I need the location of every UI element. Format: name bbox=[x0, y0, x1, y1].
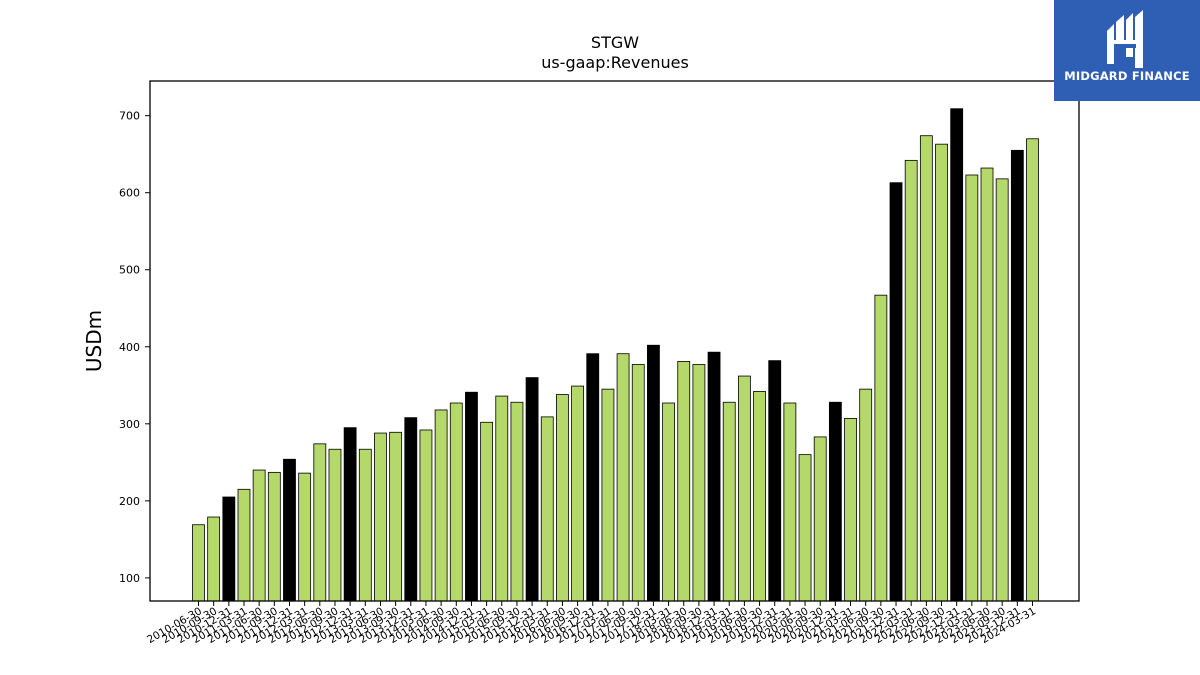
bar bbox=[586, 353, 600, 602]
bar bbox=[889, 182, 903, 602]
bar bbox=[1026, 138, 1039, 602]
bar bbox=[813, 436, 827, 602]
bar bbox=[192, 524, 205, 602]
bar bbox=[283, 458, 296, 602]
bar bbox=[768, 360, 782, 602]
bar bbox=[677, 361, 691, 602]
chart-title: STGW bbox=[591, 33, 639, 52]
bar bbox=[222, 496, 236, 602]
bar bbox=[647, 344, 660, 602]
bar bbox=[434, 409, 448, 602]
bar bbox=[692, 364, 706, 602]
logo-text: MIDGARD FINANCE bbox=[1064, 69, 1190, 83]
bar bbox=[313, 443, 327, 602]
y-tick-label: 400 bbox=[119, 341, 140, 354]
bar bbox=[1010, 149, 1024, 602]
bar bbox=[950, 108, 964, 602]
bars bbox=[192, 108, 1039, 602]
midgard-logo: MIDGARD FINANCE bbox=[1054, 0, 1200, 101]
bar bbox=[737, 375, 751, 602]
x-axis: 2010-06-302010-09-302010-12-312011-03-31… bbox=[145, 601, 1038, 646]
bar bbox=[904, 159, 918, 602]
bar bbox=[328, 448, 342, 602]
bar bbox=[919, 135, 933, 602]
bar bbox=[935, 143, 948, 602]
bar bbox=[389, 431, 403, 602]
bar bbox=[828, 401, 842, 602]
bar bbox=[267, 471, 281, 602]
bar bbox=[556, 394, 569, 602]
plot-frame bbox=[149, 80, 1080, 602]
bar bbox=[207, 516, 221, 602]
bar bbox=[419, 429, 433, 602]
bar bbox=[616, 353, 630, 602]
chart-subtitle: us-gaap:Revenues bbox=[541, 53, 689, 72]
bar bbox=[510, 401, 524, 602]
bar bbox=[980, 167, 994, 602]
bar bbox=[358, 448, 372, 602]
bar bbox=[722, 401, 736, 602]
bar bbox=[601, 388, 615, 602]
bar bbox=[753, 391, 766, 602]
bar bbox=[404, 417, 418, 602]
bar bbox=[995, 178, 1009, 602]
bar bbox=[662, 402, 675, 602]
y-tick-label: 600 bbox=[119, 187, 140, 200]
y-tick-label: 300 bbox=[119, 418, 140, 431]
y-tick-label: 200 bbox=[119, 495, 140, 508]
bar bbox=[571, 385, 584, 602]
bar bbox=[449, 402, 463, 602]
bar bbox=[707, 351, 721, 602]
bar bbox=[540, 416, 554, 602]
y-tick-label: 100 bbox=[119, 572, 140, 585]
bar bbox=[465, 391, 478, 602]
bar bbox=[844, 418, 857, 602]
y-axis-label: USDm bbox=[82, 310, 106, 372]
y-tick-label: 500 bbox=[119, 264, 140, 277]
bar bbox=[859, 388, 873, 602]
bar bbox=[874, 294, 888, 602]
y-axis: 100 200 300 400 500 600 700 bbox=[119, 110, 150, 585]
bar bbox=[480, 421, 494, 602]
bar bbox=[495, 395, 509, 602]
midgard-logo-icon bbox=[1107, 10, 1143, 68]
bar bbox=[798, 454, 812, 602]
bar bbox=[237, 488, 251, 602]
bar bbox=[525, 377, 539, 602]
bar bbox=[252, 469, 266, 602]
bar bbox=[374, 432, 387, 602]
y-tick-label: 700 bbox=[119, 110, 140, 123]
bar bbox=[783, 402, 797, 602]
bar bbox=[343, 427, 357, 602]
bar bbox=[631, 364, 645, 602]
bar bbox=[298, 472, 312, 602]
bar bbox=[965, 174, 979, 602]
